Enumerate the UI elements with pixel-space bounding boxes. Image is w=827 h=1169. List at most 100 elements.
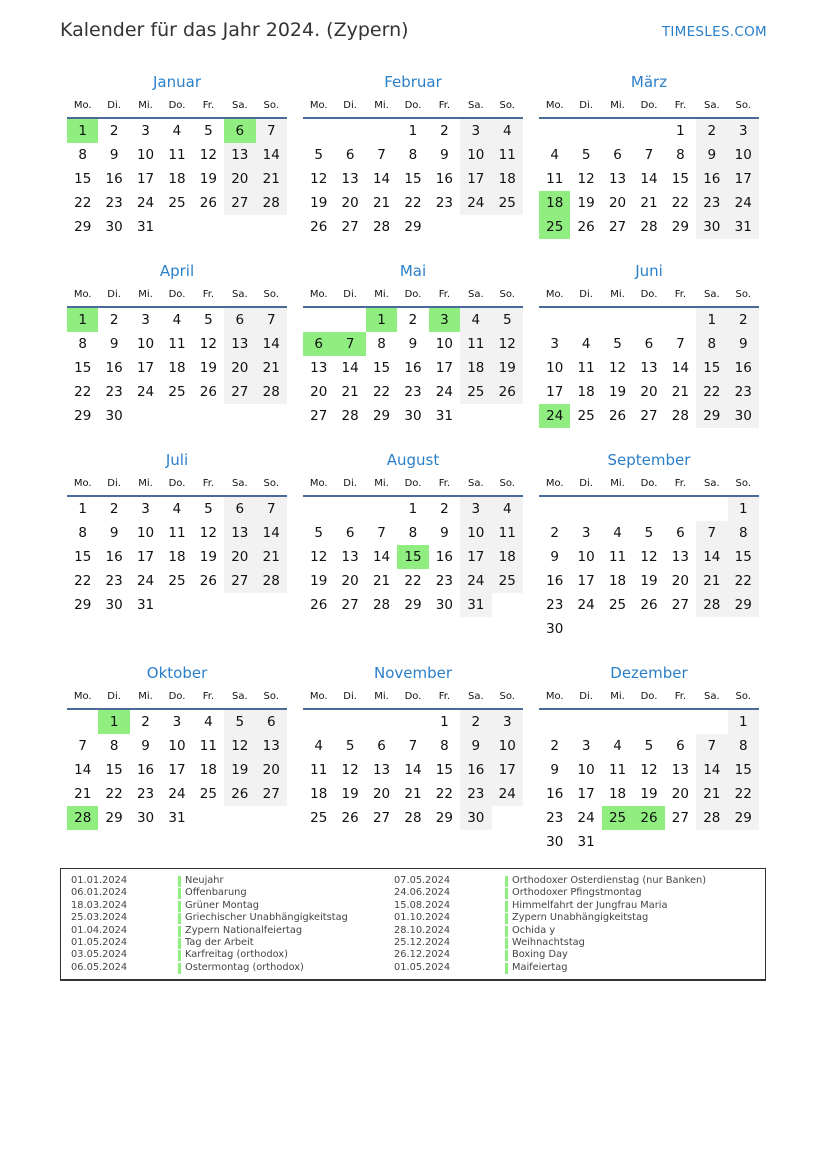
day-cell[interactable]: 6 [255,710,287,734]
day-cell[interactable]: 7 [255,308,287,332]
day-cell[interactable]: 20 [671,573,689,589]
day-cell[interactable]: 15 [74,171,92,187]
day-cell[interactable]: 13 [224,521,256,545]
day-cell[interactable]: 27 [310,408,328,424]
day-cell[interactable]: 9 [460,734,492,758]
day-cell[interactable]: 19 [608,384,627,400]
day-cell[interactable]: 28 [67,806,99,830]
day-cell[interactable]: 27 [224,380,256,404]
day-cell[interactable]: 2 [109,312,119,328]
day-cell[interactable]: 10 [491,734,523,758]
day-cell[interactable]: 3 [141,123,150,139]
day-cell[interactable]: 16 [435,549,453,565]
day-cell[interactable]: 28 [696,593,728,617]
day-cell[interactable]: 25 [608,597,627,613]
day-cell[interactable]: 3 [581,738,591,754]
day-cell[interactable]: 23 [727,380,759,404]
day-cell[interactable]: 6 [345,525,355,541]
day-cell[interactable]: 8 [676,147,685,163]
day-cell[interactable]: 30 [136,810,155,826]
day-cell[interactable]: 11 [608,549,627,565]
day-cell[interactable]: 15 [404,171,422,187]
day-cell[interactable]: 4 [491,497,523,521]
day-cell[interactable]: 15 [727,545,759,569]
day-cell[interactable]: 5 [345,738,355,754]
day-cell[interactable]: 17 [136,171,155,187]
day-cell[interactable]: 9 [696,143,728,167]
day-cell[interactable]: 7 [408,738,418,754]
day-cell[interactable]: 21 [671,384,689,400]
day-cell[interactable]: 6 [224,119,256,143]
day-cell[interactable]: 23 [136,786,155,802]
day-cell[interactable]: 31 [435,408,453,424]
day-cell[interactable]: 25 [168,573,186,589]
day-cell[interactable]: 21 [74,786,92,802]
day-cell[interactable]: 29 [105,810,123,826]
day-cell[interactable]: 29 [435,810,453,826]
day-cell[interactable]: 18 [491,545,523,569]
day-cell[interactable]: 4 [550,147,559,163]
day-cell[interactable]: 30 [727,404,759,428]
day-cell[interactable]: 20 [671,786,689,802]
day-cell[interactable]: 22 [671,195,689,211]
day-cell[interactable]: 18 [168,360,186,376]
day-cell[interactable]: 6 [613,147,622,163]
day-cell[interactable]: 4 [172,501,182,517]
day-cell[interactable]: 23 [696,191,728,215]
day-cell[interactable]: 30 [546,834,564,850]
day-cell[interactable]: 25 [168,384,186,400]
day-cell[interactable]: 29 [74,408,92,424]
day-cell[interactable]: 2 [109,123,119,139]
day-cell[interactable]: 2 [440,123,449,139]
day-cell[interactable]: 21 [255,356,287,380]
day-cell[interactable]: 29 [696,404,728,428]
day-cell[interactable]: 2 [727,308,759,332]
day-cell[interactable]: 28 [255,191,287,215]
day-cell[interactable]: 8 [377,336,386,352]
day-cell[interactable]: 19 [224,758,256,782]
day-cell[interactable]: 28 [640,219,658,235]
day-cell[interactable]: 23 [105,384,123,400]
day-cell[interactable]: 26 [577,219,595,235]
day-cell[interactable]: 16 [105,549,123,565]
day-cell[interactable]: 10 [460,143,492,167]
day-cell[interactable]: 29 [74,219,92,235]
day-cell[interactable]: 26 [310,219,328,235]
day-cell[interactable]: 13 [372,762,391,778]
day-cell[interactable]: 8 [727,734,759,758]
day-cell[interactable]: 29 [404,597,422,613]
day-cell[interactable]: 5 [644,525,654,541]
day-cell[interactable]: 7 [644,147,654,163]
day-cell[interactable]: 9 [109,525,119,541]
day-cell[interactable]: 7 [377,525,386,541]
day-cell[interactable]: 17 [168,762,186,778]
day-cell[interactable]: 23 [404,384,422,400]
day-cell[interactable]: 14 [372,549,391,565]
day-cell[interactable]: 28 [671,408,689,424]
day-cell[interactable]: 25 [539,215,571,239]
day-cell[interactable]: 8 [78,525,87,541]
day-cell[interactable]: 23 [546,810,564,826]
day-cell[interactable]: 4 [491,119,523,143]
day-cell[interactable]: 18 [539,191,571,215]
day-cell[interactable]: 26 [310,597,328,613]
day-cell[interactable]: 23 [435,573,453,589]
day-cell[interactable]: 26 [608,408,627,424]
day-cell[interactable]: 9 [440,147,449,163]
day-cell[interactable]: 20 [224,356,256,380]
day-cell[interactable]: 12 [640,762,658,778]
day-cell[interactable]: 27 [341,219,359,235]
day-cell[interactable]: 30 [105,408,123,424]
day-cell[interactable]: 26 [633,806,665,830]
day-cell[interactable]: 25 [491,191,523,215]
day-cell[interactable]: 13 [255,734,287,758]
day-cell[interactable]: 8 [727,521,759,545]
day-cell[interactable]: 19 [640,786,658,802]
day-cell[interactable]: 1 [696,308,728,332]
day-cell[interactable]: 26 [199,573,217,589]
day-cell[interactable]: 19 [491,356,523,380]
day-cell[interactable]: 14 [404,762,422,778]
day-cell[interactable]: 12 [199,336,217,352]
day-cell[interactable]: 20 [224,545,256,569]
day-cell[interactable]: 20 [640,384,658,400]
